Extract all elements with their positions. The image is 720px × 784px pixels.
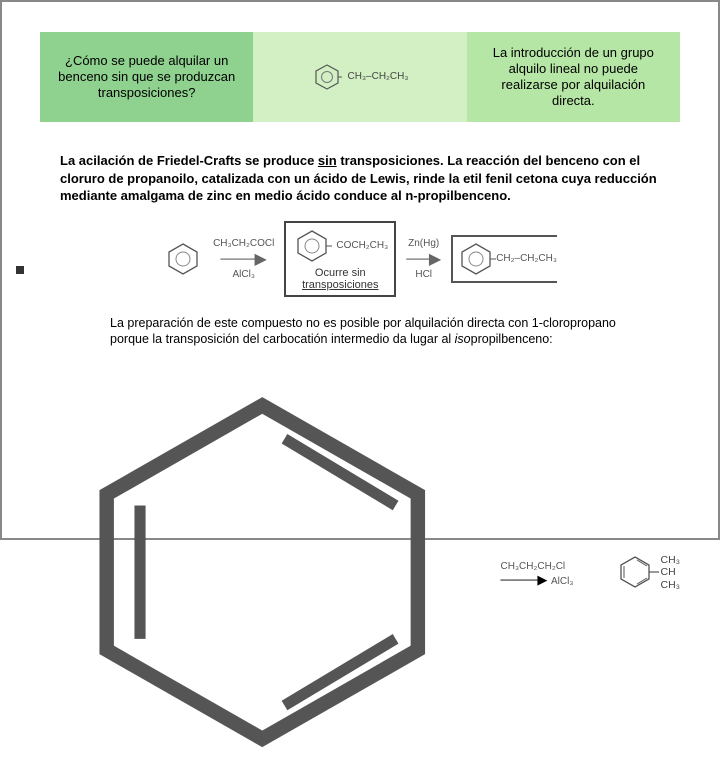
para1-text-a: La acilación de Friedel-Crafts se produc… (60, 153, 318, 168)
arrow-icon: ───▶ (221, 249, 267, 269)
para2-end: propilbenceno: (471, 332, 553, 346)
para2-iso: iso (455, 332, 471, 346)
middle-structure-box: CH₃–CH₂CH₃ (253, 32, 466, 122)
benzene-bot-icon (40, 361, 485, 783)
ketone-substituent: COCH₂CH₃ (336, 240, 388, 251)
question-box: ¿Cómo se puede alquilar un benceno sin q… (40, 32, 253, 122)
benzene-icon (312, 63, 342, 91)
benzene-start-icon (163, 240, 203, 278)
final-product: CH₂–CH₂CH₃ (451, 235, 557, 283)
reagent-hcl: HCl (415, 269, 432, 280)
reagent-alcl3: AlCl₃ (233, 269, 255, 280)
arrow-2: Zn(Hg) ──▶ HCl (406, 238, 441, 280)
para1-sin: sin (318, 153, 337, 168)
alkylation-reaction-diagram: CH₃CH₂CH₂Cl ────▶ AlCl₃ CH₃ CH CH₃ (40, 361, 680, 783)
box-caption-l1: Ocurre sin (315, 267, 366, 279)
isopropyl-product: CH₃ CH CH₃ (615, 549, 680, 595)
isopropyl-group: CH₃ CH CH₃ (661, 554, 680, 592)
question-text: ¿Cómo se puede alquilar un benceno sin q… (54, 53, 239, 102)
decorative-square (16, 266, 24, 274)
box-caption-l2: transposiciones (302, 279, 378, 291)
answer-box: La introducción de un grupo alquilo line… (467, 32, 680, 122)
phenyl-ketone-icon (292, 227, 332, 265)
propylbenzene-icon (456, 240, 496, 278)
explanation-paragraph-2: La preparación de este compuesto no es p… (110, 315, 630, 348)
reagent-znhg: Zn(Hg) (408, 238, 439, 249)
isopropylbenzene-icon (615, 549, 665, 595)
explanation-paragraph-1: La acilación de Friedel-Crafts se produc… (60, 152, 660, 205)
sub-ch3-top: CH₃ (661, 554, 680, 567)
arrow-icon-bot: ────▶ (501, 572, 548, 587)
box-caption: Ocurre sin transposiciones (302, 267, 378, 291)
intermediate-box: COCH₂CH₃ Ocurre sin transposiciones (284, 221, 396, 297)
arrow-icon-2: ──▶ (406, 249, 441, 269)
arrow-bot: CH₃CH₂CH₂Cl ────▶ AlCl₃ (501, 557, 599, 588)
reagent-alcl3-bot: AlCl₃ (551, 576, 573, 587)
arrow-1: CH₃CH₂COCl ───▶ AlCl₃ (213, 238, 274, 280)
propyl-substituent: CH₂–CH₂CH₃ (496, 253, 557, 264)
top-banner: ¿Cómo se puede alquilar un benceno sin q… (40, 32, 680, 122)
answer-text: La introducción de un grupo alquilo line… (481, 45, 666, 110)
acylation-reaction-diagram: CH₃CH₂COCl ───▶ AlCl₃ COCH₂CH₃ Ocurre si… (40, 221, 680, 297)
top-reagent-label: CH₃–CH₂CH₃ (348, 71, 409, 84)
reagent-acyl-chloride: CH₃CH₂COCl (213, 238, 274, 249)
sub-ch: CH (661, 566, 676, 579)
reagent-propyl-chloride: CH₃CH₂CH₂Cl (501, 561, 566, 572)
benzene-reagent-diagram: CH₃–CH₂CH₃ (312, 63, 409, 91)
sub-ch3-bot: CH₃ (661, 579, 680, 592)
